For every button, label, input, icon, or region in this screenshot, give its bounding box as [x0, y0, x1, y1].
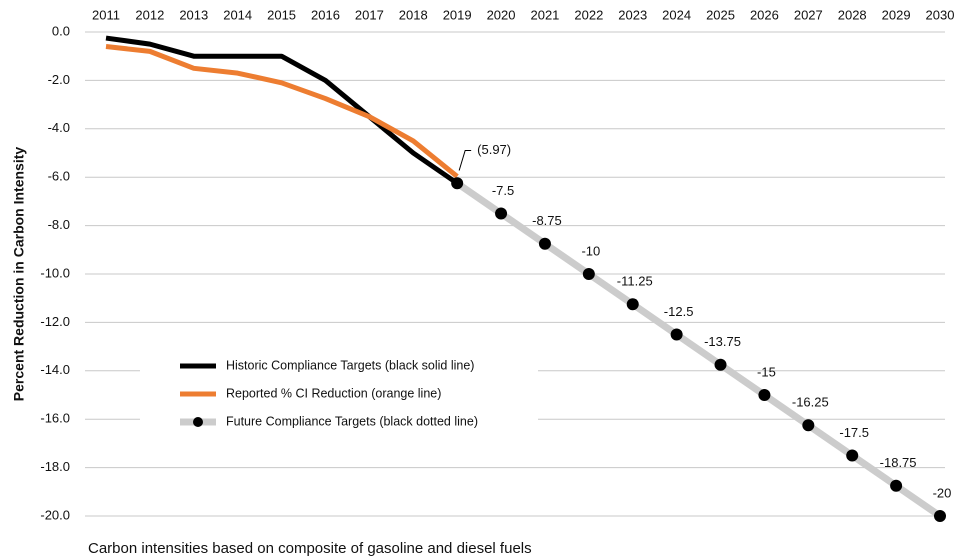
y-tick-label: -16.0 [40, 411, 70, 426]
data-label: -11.25 [617, 274, 653, 289]
x-tick-label: 2021 [530, 7, 559, 22]
data-label: -10 [581, 243, 600, 258]
point [714, 358, 727, 371]
series-line [105, 44, 459, 179]
point [626, 298, 639, 311]
y-tick-label: -4.0 [48, 120, 70, 135]
data-label: -17.5 [839, 425, 869, 440]
y-tick-label: -14.0 [40, 362, 70, 377]
x-tick-label: 2013 [179, 7, 208, 22]
x-tick-label: 2030 [926, 7, 955, 22]
y-axis-title: Percent Reduction in Carbon Intensity [11, 147, 27, 402]
x-tick-label: 2023 [618, 7, 647, 22]
point [451, 177, 464, 190]
data-label: -7.5 [492, 183, 514, 198]
point [802, 419, 815, 432]
series-line [455, 180, 942, 519]
data-label: -15 [757, 364, 776, 379]
data-label: -16.25 [792, 395, 829, 410]
x-tick-label: 2016 [311, 7, 340, 22]
point [582, 268, 595, 280]
y-tick-label: -12.0 [40, 314, 70, 329]
point [538, 237, 551, 250]
x-tick-label: 2018 [399, 7, 428, 22]
data-label: -20 [933, 485, 952, 500]
legend-label: Future Compliance Targets (black dotted … [226, 414, 478, 428]
point [758, 389, 771, 401]
x-tick-label: 2019 [443, 7, 472, 22]
x-tick-label: 2014 [223, 7, 252, 22]
y-tick-label: -2.0 [48, 72, 70, 87]
data-label: -8.75 [532, 213, 562, 228]
y-tick-label: -10.0 [40, 265, 70, 280]
y-tick-label: -8.0 [48, 217, 70, 232]
data-label: -18.75 [880, 455, 917, 470]
x-tick-label: 2027 [794, 7, 823, 22]
legend-label: Reported % CI Reduction (orange line) [226, 386, 441, 400]
y-tick-label: 0.0 [52, 23, 70, 38]
point [670, 328, 683, 341]
x-tick-label: 2024 [662, 7, 691, 22]
legend-marker [193, 417, 203, 427]
y-tick-label: -20.0 [40, 507, 70, 522]
data-label: -13.75 [704, 334, 741, 349]
point [934, 510, 946, 522]
y-tick-label: -18.0 [40, 459, 70, 474]
data-label: -12.5 [664, 304, 694, 319]
leader-line [458, 149, 472, 171]
legend-label: Historic Compliance Targets (black solid… [226, 358, 474, 372]
x-tick-label: 2012 [135, 7, 164, 22]
footnote: Carbon intensities based on composite of… [88, 540, 532, 557]
x-tick-label: 2029 [882, 7, 911, 22]
point [495, 207, 508, 220]
x-tick-label: 2015 [267, 7, 296, 22]
x-tick-label: 2020 [487, 7, 516, 22]
series-line [105, 35, 459, 186]
y-tick-label: -6.0 [48, 169, 70, 184]
x-tick-label: 2025 [706, 7, 735, 22]
data-label: (5.97) [477, 142, 511, 157]
point [890, 479, 903, 492]
x-tick-label: 2028 [838, 7, 867, 22]
x-tick-label: 2017 [355, 7, 384, 22]
x-tick-label: 2022 [574, 7, 603, 22]
point [846, 449, 859, 462]
x-tick-label: 2011 [92, 7, 120, 22]
x-tick-label: 2026 [750, 7, 779, 22]
